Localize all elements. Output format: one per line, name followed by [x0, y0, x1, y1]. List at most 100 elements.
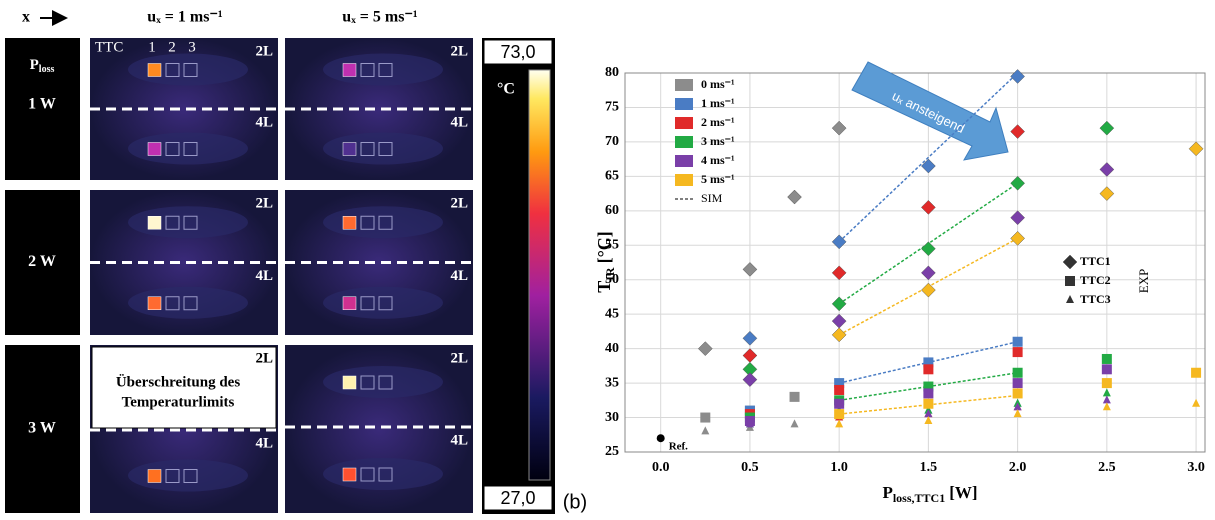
- row-label: 2 W: [28, 253, 56, 270]
- hotspot: [148, 470, 161, 483]
- layer-label: 2L: [450, 195, 468, 211]
- sensor-number: 1: [148, 39, 156, 55]
- layer-label: 2L: [450, 43, 468, 59]
- marker-ttc2: [1102, 354, 1112, 364]
- y-tick-label: 40: [605, 341, 619, 356]
- y-tick-label: 65: [605, 169, 619, 184]
- direction-label: x: [22, 9, 30, 26]
- row-label: 1 W: [28, 96, 56, 113]
- legend-label: SIM: [701, 191, 723, 205]
- legend-swatch: [675, 79, 693, 91]
- legend-label: TTC3: [1080, 292, 1111, 306]
- hotspot: [343, 376, 356, 389]
- ref-label: Ref.: [669, 441, 688, 453]
- marker-ttc2: [1013, 337, 1023, 347]
- heat-spread: [128, 287, 248, 319]
- legend-label: 2 ms⁻¹: [701, 115, 735, 129]
- heat-spread: [128, 206, 248, 238]
- heat-spread: [323, 206, 443, 238]
- layer-label: 2L: [450, 350, 468, 366]
- marker-ttc2: [1013, 388, 1023, 398]
- hotspot: [343, 297, 356, 310]
- y-tick-label: 60: [605, 203, 619, 218]
- hotspot: [343, 468, 356, 481]
- heat-spread: [128, 54, 248, 86]
- marker-ttc2: [1102, 364, 1112, 374]
- hotspot: [343, 64, 356, 77]
- marker-ttc2: [1102, 378, 1112, 388]
- y-tick-label: 80: [605, 65, 619, 80]
- heat-spread: [323, 366, 443, 398]
- column-header: uₓ = 1 ms⁻¹: [147, 9, 223, 26]
- marker-ttc2: [923, 399, 933, 409]
- layer-label: 4L: [255, 435, 273, 451]
- y-tick-label: 70: [605, 134, 619, 149]
- heat-spread: [323, 54, 443, 86]
- legend-label: TTC2: [1080, 273, 1111, 287]
- layer-label: 2L: [255, 43, 273, 59]
- x-tick-label: 2.0: [1009, 460, 1027, 475]
- scale-max: 73,0: [500, 42, 535, 62]
- marker-ttc2: [1191, 368, 1201, 378]
- legend-swatch: [675, 98, 693, 110]
- thermal-panels: 2L4L2L4L2L4L2L4L2L2LÜberschreitung desTe…: [90, 38, 473, 513]
- legend-swatch: [675, 174, 693, 186]
- hotspot: [148, 64, 161, 77]
- marker-ttc2: [923, 364, 933, 374]
- scale-unit: °C: [497, 81, 515, 98]
- y-tick-label: 30: [605, 410, 619, 425]
- hotspot: [148, 216, 161, 229]
- heat-spread: [323, 287, 443, 319]
- heat-spread: [128, 460, 248, 492]
- legend-swatch: [675, 155, 693, 167]
- layer-label: 4L: [255, 114, 273, 130]
- y-tick-label: 25: [605, 444, 619, 459]
- marker-ttc2: [1013, 347, 1023, 357]
- plot-area: [625, 73, 1205, 452]
- sensor-number: 2: [168, 39, 176, 55]
- row-label: 3 W: [28, 420, 56, 437]
- marker-ttc2: [1065, 276, 1075, 286]
- layer-label: 2L: [255, 195, 273, 211]
- hotspot: [148, 143, 161, 156]
- legend-swatch: [675, 117, 693, 129]
- panel-label: (b): [563, 491, 587, 513]
- legend-label: TTC1: [1080, 254, 1111, 268]
- layer-label: 4L: [450, 268, 468, 284]
- marker-ttc2: [834, 409, 844, 419]
- x-tick-label: 2.5: [1098, 460, 1116, 475]
- layer-label: 4L: [450, 432, 468, 448]
- hotspot: [343, 143, 356, 156]
- exceeded-text: Überschreitung des: [116, 373, 240, 390]
- marker-ttc2: [790, 392, 800, 402]
- hotspot: [343, 216, 356, 229]
- y-tick-label: 35: [605, 375, 619, 390]
- x-tick-label: 0.0: [652, 460, 670, 475]
- marker-ttc2: [700, 413, 710, 423]
- x-tick-label: 0.5: [741, 460, 759, 475]
- layer-label: 4L: [255, 268, 273, 284]
- legend-swatch: [675, 136, 693, 148]
- legend-title: EXP: [1136, 269, 1151, 294]
- marker-ttc2: [834, 385, 844, 395]
- ploss-symbol: P: [30, 57, 39, 73]
- marker-ttc2: [1013, 378, 1023, 388]
- marker-ttc2: [834, 399, 844, 409]
- sensor-header: TTC: [95, 39, 123, 55]
- figure: x uₓ = 1 ms⁻¹ uₓ = 5 ms⁻¹ 1 W2 W3 WPloss…: [0, 0, 1215, 520]
- y-axis-label: TIR[°C]: [594, 231, 617, 293]
- scale-min: 27,0: [500, 488, 535, 508]
- x-tick-label: 3.0: [1187, 460, 1205, 475]
- legend-label: 0 ms⁻¹: [701, 77, 735, 91]
- column-header: uₓ = 5 ms⁻¹: [342, 9, 418, 26]
- exceeded-text: Temperaturlimits: [122, 394, 235, 410]
- marker-ttc2: [745, 416, 755, 426]
- heat-spread: [323, 133, 443, 165]
- legend-label: 1 ms⁻¹: [701, 96, 735, 110]
- y-tick-label: 45: [605, 306, 619, 321]
- heat-spread: [128, 133, 248, 165]
- heat-spread: [323, 458, 443, 490]
- legend-label: 4 ms⁻¹: [701, 153, 735, 167]
